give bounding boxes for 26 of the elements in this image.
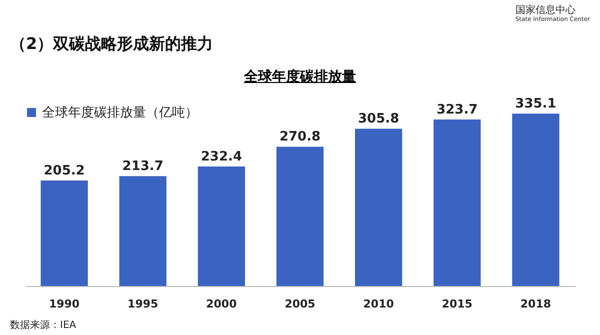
data-label: 323.7 bbox=[436, 102, 478, 118]
bar bbox=[276, 146, 324, 286]
legend-label: 全球年度碳排放量（亿吨） bbox=[42, 104, 198, 120]
x-tick-label: 2018 bbox=[520, 298, 552, 310]
data-label: 270.8 bbox=[279, 130, 321, 145]
data-label: 305.8 bbox=[358, 112, 400, 127]
x-tick-label: 2010 bbox=[363, 298, 394, 310]
data-label: 213.7 bbox=[122, 159, 164, 174]
x-tick-label: 2000 bbox=[206, 298, 238, 310]
chart-subtitle: 全球年度碳排放量 bbox=[243, 68, 357, 86]
bar bbox=[355, 128, 402, 286]
data-label: 335.1 bbox=[515, 96, 556, 112]
bar bbox=[40, 180, 88, 286]
chart-title: （2）双碳战略形成新的推力 bbox=[10, 34, 214, 55]
bar bbox=[119, 176, 166, 286]
source-note: 数据来源：IEA bbox=[10, 320, 76, 332]
data-label: 205.2 bbox=[44, 163, 85, 178]
text: 国家信息中心 bbox=[515, 5, 576, 16]
x-tick-label: 2005 bbox=[284, 298, 316, 310]
x-tick-label: 2015 bbox=[442, 298, 472, 310]
bar bbox=[512, 114, 560, 286]
x-tick-label: 1990 bbox=[48, 298, 80, 310]
bar bbox=[198, 166, 245, 286]
bar bbox=[434, 120, 481, 286]
data-label: 232.4 bbox=[200, 149, 242, 164]
x-tick-label: 1995 bbox=[128, 298, 158, 310]
